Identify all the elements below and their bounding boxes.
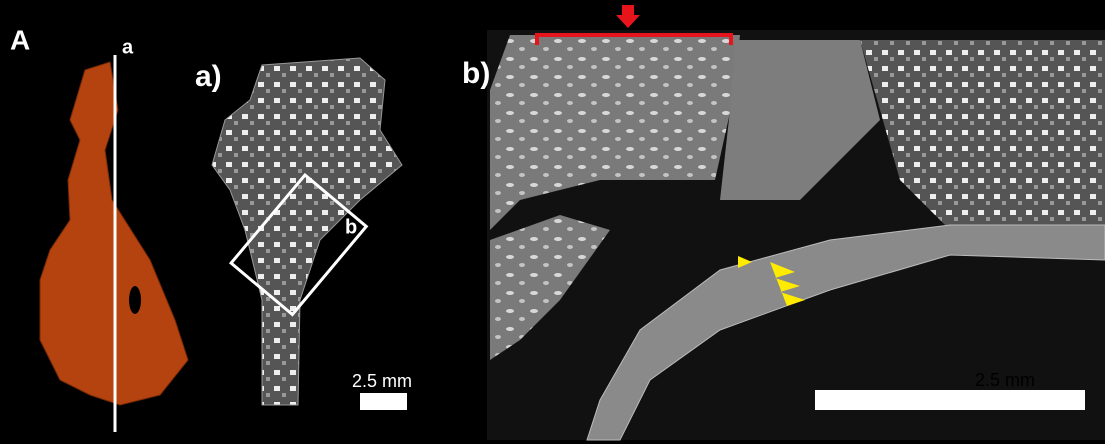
panel-label: A [10, 24, 30, 55]
scale-bar [815, 390, 1085, 410]
box-label: b [345, 216, 357, 238]
panel-label: a) [195, 60, 222, 93]
scale-bar [360, 393, 407, 410]
bone-hole [129, 286, 141, 314]
panel-label: b) [462, 57, 490, 90]
line-label: a [122, 36, 134, 58]
figure: A a a) b 2.5 mm b) 2.5 mm [0, 0, 1105, 444]
scale-label: 2.5 mm [975, 370, 1035, 390]
scale-label: 2.5 mm [352, 371, 412, 391]
